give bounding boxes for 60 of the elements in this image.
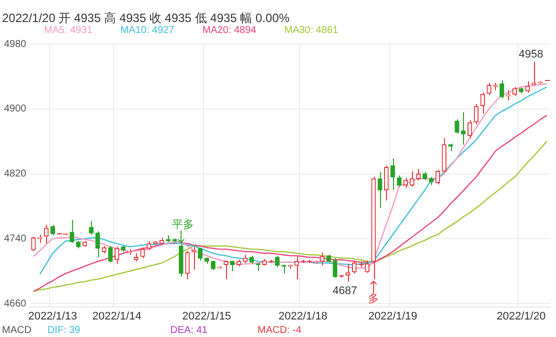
x-tick-label: 2022/1/20 [496,310,546,322]
candlestick [486,82,492,96]
x-tick-label: 2022/1/19 [368,310,418,322]
candlestick [185,250,190,280]
candlestick [384,165,389,202]
candlestick [506,90,511,102]
chart-title: 2022/1/20 开 4935 高 4935 收 4935 低 4935 幅 0.00% [2,10,290,26]
candlestick [390,158,396,190]
candlestick [140,247,145,259]
candlestick [461,112,466,146]
candlestick [410,170,414,188]
candlestick [114,246,120,264]
x-tick-label: 2022/1/14 [92,310,142,322]
candlestick [50,224,56,236]
annotation: 4958 [518,48,544,60]
x-tick-label: 2022/1/13 [28,310,78,322]
candlestick [88,220,94,236]
candlestick [378,172,382,208]
candlestick [467,120,472,139]
candlestick [108,245,113,263]
candlestick [332,258,338,278]
text: MA30: 4861 [284,25,338,36]
text: MA10: 4927 [120,25,174,36]
candlestick [320,252,325,266]
candlestick [352,260,357,274]
candlestick [474,104,479,125]
candlestick [274,255,280,268]
candlestick [294,256,299,280]
candlestick [416,168,421,181]
y-tick-label: 4820 [4,168,27,180]
x-tick-label: 2022/1/15 [182,310,232,322]
x-tick-label: 2022/1/18 [278,310,328,322]
candlestick [396,174,402,188]
annotation: 多 [368,292,380,305]
y-tick-label: 4660 [4,298,27,310]
annotation: 平多 [172,218,194,231]
candlestick [44,224,49,244]
text: MACD [2,325,32,336]
candlestick [525,80,530,94]
candlestick [31,236,36,252]
candlestick [230,260,235,272]
candlestick [198,247,203,262]
candlestick [403,177,408,188]
candlestick [500,80,504,99]
candlestick [480,92,485,114]
candlestick [70,220,74,244]
candlestick [435,169,440,185]
y-tick-label: 4900 [4,104,27,115]
candlestick [95,230,100,258]
y-tick-label: 4740 [4,233,27,244]
text: MA5: 4931 [44,25,92,36]
candlestick [454,118,460,134]
candlestick [210,260,216,271]
text: DEA: 41 [170,325,208,336]
text: MACD: -4 [258,325,302,336]
candlestick [224,260,228,280]
text: MA20: 4894 [202,25,256,36]
y-tick-label: 4980 [4,38,27,50]
annotation: 4687 [332,285,358,298]
text: DIF: 39 [47,325,80,336]
